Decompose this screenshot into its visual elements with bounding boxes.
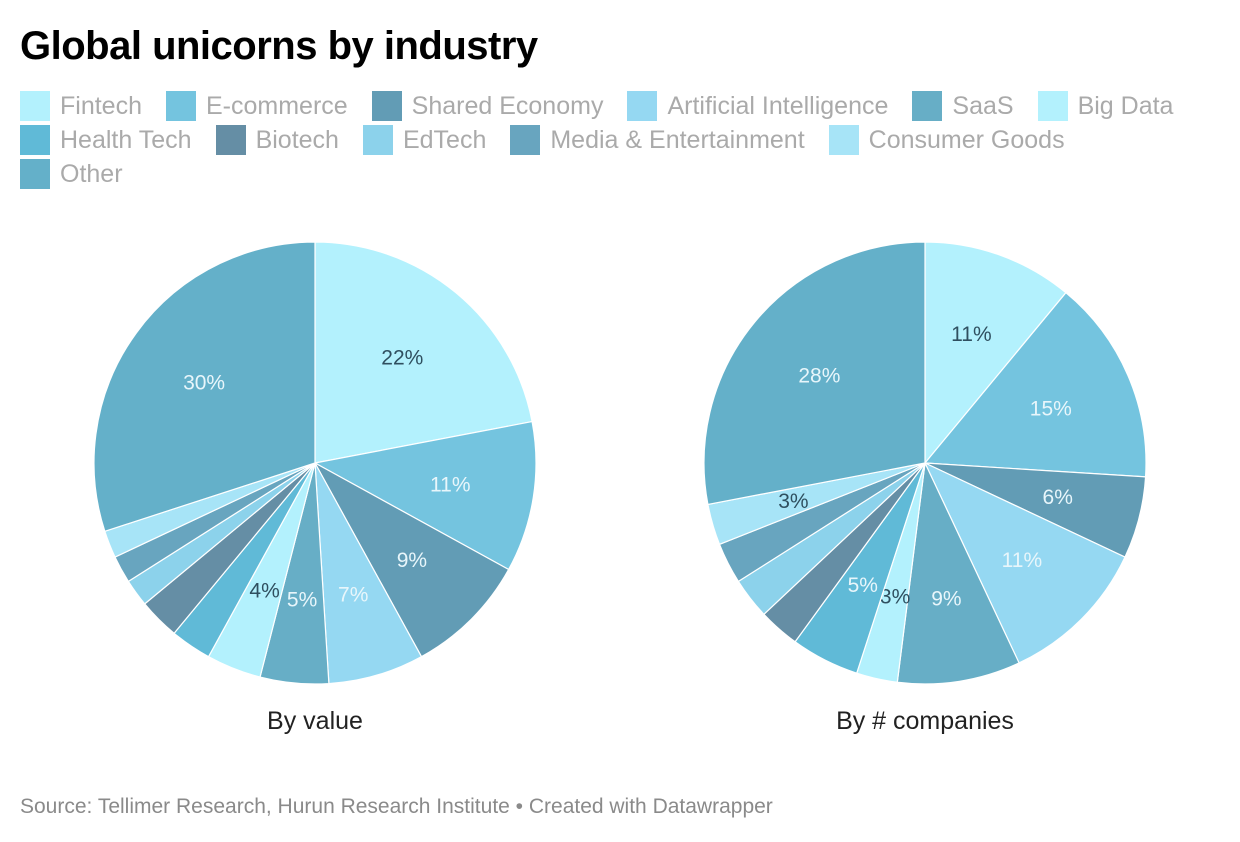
legend-swatch (627, 91, 658, 121)
pie-data-label: 9% (931, 587, 961, 610)
pie-data-label: 9% (397, 549, 427, 572)
legend-swatch (20, 91, 50, 121)
pie-slice-fintech (314, 241, 533, 464)
legend-swatch (510, 125, 541, 155)
pie-slice-other (93, 241, 316, 533)
legend-item-media-entertainment: Media & Entertainment (510, 125, 805, 155)
pie-data-label: 3% (778, 490, 808, 513)
pie-data-label: 5% (848, 574, 878, 597)
legend-item-e-commerce: E-commerce (165, 91, 348, 121)
pie-slice-fintech (924, 241, 1067, 465)
legend-label: Media & Entertainment (550, 125, 805, 154)
legend-item-big-data: Big Data (1037, 91, 1174, 121)
legend-swatch (20, 125, 50, 155)
legend-label: Consumer Goods (868, 125, 1065, 154)
legend-item-other: Other (20, 159, 123, 189)
legend-item-artificial-intelligence: Artificial Intelligence (627, 91, 888, 121)
pie-slice-shared-economy (313, 461, 510, 658)
legend-swatch (912, 91, 943, 121)
legend-label: Artificial Intelligence (667, 91, 889, 120)
legend-label: Other (60, 159, 123, 188)
legend-swatch (362, 125, 393, 155)
legend-row: Fintech E-commerce Shared Economy Artifi… (20, 89, 1220, 123)
pie-slice-saas (896, 460, 1020, 685)
pie-slice-other (703, 241, 926, 506)
legend-label: EdTech (402, 125, 487, 154)
legend: Fintech E-commerce Shared Economy Artifi… (20, 89, 1220, 191)
pie-by-companies: 11%15%6%11%9%3%5%3%28% (703, 241, 1147, 685)
pie-data-label: 15% (1030, 398, 1072, 421)
pie-data-label: 30% (183, 372, 225, 395)
legend-label: Shared Economy (411, 91, 604, 120)
pie-by-value: 22% 11% 9% 7% 5% 4% 30% (93, 241, 537, 685)
pie-slice-artificial-intelligence (923, 461, 1126, 664)
pie-data-label: 7% (338, 584, 368, 607)
legend-label: E-commerce (205, 91, 348, 120)
legend-item-saas: SaaS (912, 91, 1014, 121)
legend-label: Biotech (255, 125, 339, 154)
pie-caption-by-companies: By # companies (836, 707, 1014, 735)
source-note: Source: Tellimer Research, Hurun Researc… (20, 795, 773, 818)
legend-item-edtech: EdTech (362, 125, 487, 155)
pie-data-label: 11% (951, 323, 991, 346)
pie-data-label: 3% (880, 586, 910, 609)
chart-title: Global unicorns by industry (20, 24, 538, 68)
legend-item-consumer-goods: Consumer Goods (828, 125, 1065, 155)
legend-swatch (215, 125, 246, 155)
pie-data-label: 28% (798, 365, 840, 388)
pie-caption-by-value: By value (267, 707, 363, 735)
legend-label: Health Tech (60, 125, 192, 154)
legend-swatch (1037, 91, 1068, 121)
legend-item-shared-economy: Shared Economy (371, 91, 604, 121)
legend-label: Fintech (60, 91, 142, 120)
legend-swatch (20, 159, 50, 189)
legend-swatch (165, 91, 196, 121)
legend-row: Health Tech Biotech EdTech Media & Enter… (20, 123, 1220, 157)
legend-swatch (371, 91, 402, 121)
pie-data-label: 22% (381, 346, 423, 369)
pie-data-label: 5% (287, 588, 317, 611)
pie-data-label: 11% (1002, 549, 1042, 572)
pie-data-label: 11% (430, 473, 470, 496)
pie-data-label: 6% (1043, 486, 1073, 509)
legend-label: Big Data (1077, 91, 1174, 120)
legend-swatch (828, 125, 859, 155)
legend-item-fintech: Fintech (20, 91, 142, 121)
pie-slice-e-commerce (923, 291, 1147, 478)
legend-row: Other (20, 157, 1220, 191)
pie-data-label: 4% (249, 579, 279, 602)
legend-item-health-tech: Health Tech (20, 125, 192, 155)
pie-slice-e-commerce (313, 420, 537, 571)
legend-item-biotech: Biotech (215, 125, 339, 155)
legend-label: SaaS (952, 91, 1014, 120)
